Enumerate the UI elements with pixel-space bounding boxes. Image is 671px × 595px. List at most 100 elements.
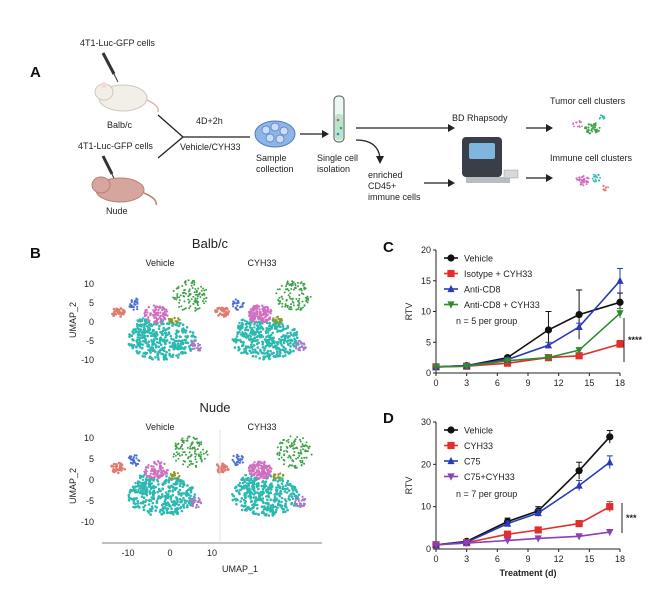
data-point — [544, 354, 553, 362]
umap-cell-point — [155, 473, 158, 476]
umap-cell-point — [233, 301, 236, 304]
chart-c: 0 5 10 15 20 0 3 6 9 12 15 18 RTV Vehicle Isotype + CY… — [404, 245, 625, 388]
umap-cell-point — [287, 441, 290, 444]
umap-cell-point — [289, 341, 292, 345]
umap-cell-point — [205, 450, 208, 453]
umap-cell-point — [134, 497, 137, 501]
umap-cell-point — [300, 445, 303, 448]
umap-cell-point — [278, 354, 282, 358]
umap-cell-point — [260, 351, 264, 355]
umap-cell-point — [111, 312, 114, 316]
umap-cell-point — [175, 323, 179, 327]
umap-cell-point — [134, 481, 137, 485]
umap-ytick: -10 — [81, 355, 94, 365]
umap-cell-point — [243, 347, 246, 351]
umap-cell-point — [163, 346, 166, 349]
umap-cell-point — [255, 471, 258, 474]
umap-cell-point — [276, 503, 280, 507]
umap-cell-point — [284, 288, 287, 291]
umap-cell-point — [196, 346, 199, 350]
umap-cell-point — [286, 447, 289, 449]
umap-cell-point — [190, 298, 193, 301]
umap-cell-point — [175, 339, 178, 343]
umap-cell-point — [236, 299, 239, 302]
umap-cell-point — [190, 498, 193, 501]
umap-cell-point — [278, 323, 281, 327]
umap-cell-point — [594, 178, 597, 181]
umap-cell-point — [223, 307, 227, 311]
panel-b-label: B — [30, 245, 41, 262]
umap-cell-point — [161, 466, 164, 470]
umap-ytick: 5 — [89, 298, 94, 308]
umap-cell-point — [165, 339, 169, 342]
umap-cell-point — [193, 283, 196, 286]
umap-cell-point — [234, 485, 238, 489]
umap-cell-point — [181, 327, 184, 331]
umap-cell-point — [594, 124, 597, 127]
umap-cell-point — [146, 344, 150, 348]
umap-cell-point — [256, 461, 260, 465]
legend-label: CYH33 — [464, 441, 493, 451]
umap-cell-point — [295, 457, 298, 460]
umap-cell-point — [197, 442, 200, 445]
umap-cell-point — [165, 310, 168, 313]
umap-cell-point — [144, 473, 148, 476]
umap-cell-point — [197, 349, 200, 352]
umap-cell-point — [178, 488, 182, 492]
umap-cell-point — [167, 331, 171, 334]
umap-cell-point — [258, 492, 261, 496]
umap-cell-point — [177, 442, 180, 445]
umap-cell-point — [159, 343, 163, 347]
umap-cell-point — [244, 500, 247, 503]
legend-label: C75 — [464, 457, 481, 467]
umap-cell-point — [183, 281, 186, 284]
umap-cell-point — [295, 298, 298, 300]
umap-cell-point — [578, 120, 581, 122]
umap-cell-point — [142, 508, 146, 512]
data-point — [432, 541, 440, 549]
umap-cell-point — [301, 459, 304, 462]
umap-cell-point — [158, 474, 161, 477]
umap-cell-point — [128, 491, 132, 494]
x-tick-label: 18 — [615, 378, 625, 388]
umap-cell-point — [293, 494, 297, 498]
umap-cell-point — [252, 493, 256, 496]
umap-cell-point — [173, 472, 176, 475]
umap-cell-point — [280, 344, 284, 347]
enriched-label-3: immune cells — [368, 192, 421, 202]
umap-cell-point — [135, 345, 138, 349]
umap-cell-point — [160, 474, 164, 478]
umap-cell-point — [167, 495, 170, 498]
umap-cell-point — [157, 483, 160, 486]
umap-cell-point — [242, 302, 245, 305]
umap-cell-point — [162, 355, 166, 359]
umap-cell-point — [276, 351, 279, 355]
umap-cell-point — [269, 498, 273, 502]
umap-cell-point — [284, 327, 288, 331]
legend-marker — [447, 426, 455, 434]
umap-cell-point — [146, 475, 149, 478]
umap-cell-point — [185, 292, 187, 295]
umap-cell-point — [290, 464, 293, 467]
bd-rhapsody-instrument-icon — [462, 137, 519, 183]
umap-cell-point — [144, 492, 147, 495]
umap-cell-point — [164, 331, 168, 335]
umap-cell-point — [287, 339, 290, 342]
umap-cell-point — [137, 331, 140, 335]
umap-cell-point — [253, 326, 256, 329]
umap-cell-point — [244, 504, 247, 508]
umap-cell-point — [256, 346, 260, 349]
umap-cell-point — [276, 343, 279, 346]
umap-cell-point — [255, 503, 259, 507]
umap-cell-point — [293, 451, 296, 453]
umap-cell-point — [158, 476, 162, 479]
umap-cell-point — [258, 357, 262, 360]
umap-cell-point — [144, 340, 147, 344]
data-point — [575, 467, 583, 475]
umap-cell-point — [184, 329, 188, 332]
umap-cell-point — [194, 458, 197, 461]
umap-cell-point — [296, 497, 300, 501]
umap-cell-point — [155, 305, 158, 308]
umap-cell-point — [177, 492, 181, 496]
umap-cell-point — [266, 349, 270, 353]
